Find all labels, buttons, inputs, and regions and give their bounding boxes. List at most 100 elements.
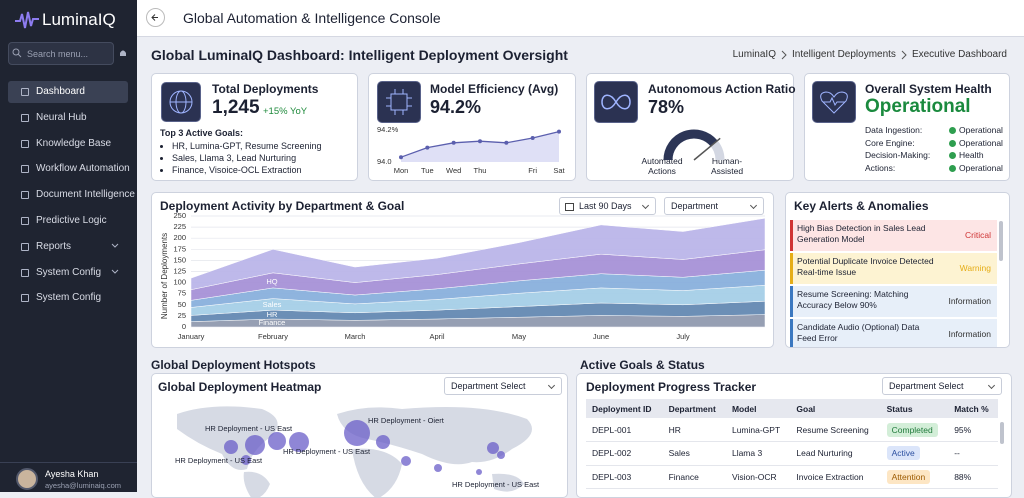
card-title: Key Alerts & Anomalies xyxy=(794,199,929,213)
breadcrumb-item[interactable]: LuminaIQ xyxy=(732,49,776,60)
table-cell: Llama 3 xyxy=(725,441,791,466)
map-card: Global Deployment Heatmap Department Sel… xyxy=(151,373,568,498)
alert-level: Critical xyxy=(965,230,991,240)
kpi-change: +15% YoY xyxy=(263,106,308,117)
alert-text: Resume Screening: Matching Accuracy Belo… xyxy=(797,289,909,310)
department-filter[interactable]: Department xyxy=(664,197,764,215)
table-cell: Active xyxy=(880,441,949,466)
table-filter[interactable]: Department Select xyxy=(882,377,1002,395)
nav-item[interactable]: Dashboard xyxy=(8,81,128,103)
cell-text: Vision-OCR xyxy=(731,471,777,482)
column-header: Status xyxy=(880,399,949,418)
card-title: Deployment Activity by Department & Goal xyxy=(160,199,405,213)
nav-chevrons xyxy=(111,243,119,274)
kpi-value: 1,245 xyxy=(212,97,260,118)
nav-item[interactable]: Document Intelligence xyxy=(8,184,135,206)
card-title: Deployment Progress Tracker xyxy=(586,380,757,394)
nav-item[interactable]: System Config xyxy=(8,287,128,309)
breadcrumb: LuminaIQ Intelligent Deployments Executive… xyxy=(733,49,1007,60)
breadcrumb-item[interactable]: Executive Dashboard xyxy=(911,49,1007,60)
table-cell: Resume Screening xyxy=(790,418,881,442)
page-title: Global LuminaIQ Dashboard: Intelligent D… xyxy=(151,47,568,63)
table-cell: Finance xyxy=(662,465,726,489)
loop-icon xyxy=(594,81,638,123)
status-pill: Attention xyxy=(886,469,931,484)
kpi-title: Autonomous Action Ratio xyxy=(648,82,796,96)
nav-item[interactable]: Workflow Automation xyxy=(8,158,130,180)
table-cell: Sales xyxy=(662,441,726,466)
health-status: Operational xyxy=(959,162,1003,173)
column-header: Deployment ID xyxy=(586,399,663,418)
brand: LuminaIQ xyxy=(42,10,116,29)
kpi-value: 94.2% xyxy=(430,97,482,117)
health-label: Data Ingestion: xyxy=(865,125,923,135)
column-header: Model xyxy=(725,399,791,418)
table-cell: Invoice Extraction xyxy=(790,465,881,489)
table-cell: DEPL-001 xyxy=(586,418,663,442)
kpi-card: Total Deployments 1,245 +15% YoY Top 3 A… xyxy=(151,73,358,181)
cell-text: DEPL-002 xyxy=(592,448,632,459)
card-title: Global Deployment Heatmap xyxy=(158,380,322,394)
goal-item: Sales, Llama 3, Lead Nurturing xyxy=(172,152,322,164)
map-filter[interactable]: Department Select xyxy=(444,377,562,395)
cell-text: Llama 3 xyxy=(731,448,763,459)
health-list: Data Ingestion: Operational Core Engine: Op… xyxy=(865,124,1005,174)
status-pill: Completed xyxy=(886,422,938,437)
nav-item[interactable]: System Config xyxy=(8,262,128,284)
divider xyxy=(0,462,137,463)
alert-item[interactable]: Candidate Audio (Optional) Data Feed Err… xyxy=(790,319,997,347)
health-status: Operational xyxy=(959,125,1003,135)
health-status: Operational xyxy=(959,137,1003,148)
kpi-title: Total Deployments xyxy=(212,82,319,96)
section-title: Active Goals & Status xyxy=(580,358,705,372)
goal-item: HR, Lumina-GPT, Resume Screening xyxy=(172,140,322,152)
back-button[interactable] xyxy=(146,8,165,27)
goals-card: Deployment Progress Tracker Department S… xyxy=(576,373,1012,498)
table-cell: Lumina-GPT xyxy=(725,418,791,442)
nav-item[interactable]: Neural Hub xyxy=(8,107,128,129)
cell-text: Sales xyxy=(668,448,690,459)
alert-item[interactable]: Resume Screening: Matching Accuracy Belo… xyxy=(790,286,997,317)
cell-text: -- xyxy=(954,448,960,459)
breadcrumb-item[interactable]: Intelligent Deployments xyxy=(791,49,896,60)
status-pill: Active xyxy=(886,446,920,461)
date-filter[interactable]: Last 90 Days xyxy=(559,197,656,215)
health-status: Health xyxy=(959,150,984,160)
gauge-right-label: Human-Assisted xyxy=(710,156,744,176)
bell-icon[interactable] xyxy=(118,48,128,58)
cell-text: HR xyxy=(668,424,681,435)
alert-item[interactable]: Potential Duplicate Invoice Detected Rea… xyxy=(790,253,997,284)
scrollbar xyxy=(1000,422,1004,444)
avatar xyxy=(16,468,38,490)
nav-icon xyxy=(21,268,29,277)
health-dot xyxy=(949,164,956,172)
table-cell: 95% xyxy=(948,418,998,442)
health-label: Decision-Making: xyxy=(865,150,931,160)
map-label: HR Deployment - US East xyxy=(283,447,371,456)
table-cell: HR xyxy=(662,418,726,442)
gauge-left-label: Automated Actions xyxy=(641,156,683,176)
user-email: ayesha@luminaiq.com xyxy=(45,481,121,490)
map-label: HR Deployment - US East xyxy=(175,456,263,465)
kpi-title: Model Efficiency (Avg) xyxy=(430,82,559,96)
table-cell: Attention xyxy=(880,465,949,489)
map-label: HR Deployment - US East xyxy=(205,424,293,433)
goals-title: Top 3 Active Goals: xyxy=(160,128,244,138)
scrollbar xyxy=(999,221,1003,261)
search-input[interactable]: Search menu... xyxy=(8,42,114,65)
heart-icon xyxy=(812,81,856,123)
cell-text: Finance xyxy=(668,471,699,482)
nav-item[interactable]: Predictive Logic xyxy=(8,210,128,232)
table-cell: Completed xyxy=(880,418,949,442)
table-cell: -- xyxy=(948,441,998,466)
kpi-card: Autonomous Action Ratio 78% Automated Ac… xyxy=(586,73,796,181)
nav-item[interactable]: Reports xyxy=(8,236,128,258)
alert-item[interactable]: High Bias Detection in Sales Lead Genera… xyxy=(790,220,997,251)
kpi-card: Overall System Health Operational Data I… xyxy=(804,73,1010,181)
cell-text: DEPL-003 xyxy=(592,471,632,482)
nav-label: Predictive Logic xyxy=(36,215,107,226)
map-label: HR Deployment - US East xyxy=(452,480,540,489)
nav-item[interactable]: Knowledge Base xyxy=(8,133,128,155)
alert-level: Information xyxy=(948,296,991,306)
cell-text: 95% xyxy=(954,424,972,435)
